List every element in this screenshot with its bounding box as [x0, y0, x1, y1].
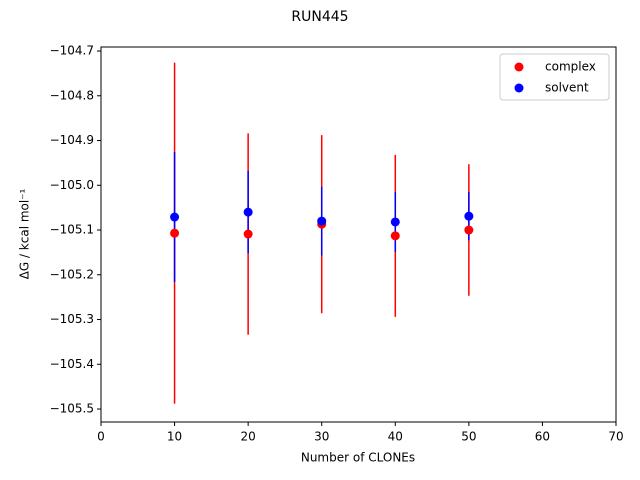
y-tick-label: −104.7: [50, 44, 94, 58]
x-axis-label: Number of CLONEs: [301, 451, 415, 465]
y-tick-label: −104.8: [50, 88, 94, 102]
x-tick-label: 30: [314, 430, 329, 444]
plot-frame: [100, 46, 617, 423]
y-tick-label: −105.1: [50, 223, 94, 237]
point: [170, 228, 180, 238]
y-axis-label: ΔG / kcal mol⁻¹: [18, 188, 32, 279]
y-tick-label: −105.4: [50, 357, 94, 371]
point: [464, 225, 474, 235]
point: [170, 212, 180, 222]
y-tick-label: −105.5: [50, 402, 94, 416]
y-tick-label: −105.3: [50, 312, 94, 326]
x-tick-label: 70: [608, 430, 623, 444]
legend-box: [499, 53, 610, 101]
legend-label: complex: [545, 60, 596, 74]
legend-marker: [514, 83, 524, 93]
x-tick-label: 10: [167, 430, 182, 444]
chart-title: RUN445: [291, 9, 348, 25]
legend-label: solvent: [545, 81, 589, 95]
point: [317, 216, 327, 226]
x-tick-label: 50: [461, 430, 476, 444]
y-tick-label: −105.0: [50, 178, 94, 192]
point: [390, 217, 400, 227]
x-tick-label: 0: [97, 430, 105, 444]
y-tick-label: −104.9: [50, 133, 94, 147]
point: [390, 231, 400, 241]
point: [464, 211, 474, 221]
point: [243, 207, 253, 217]
legend-marker: [514, 62, 524, 72]
y-tick-label: −105.2: [50, 267, 94, 281]
x-tick-label: 60: [535, 430, 550, 444]
point: [243, 229, 253, 239]
x-tick-label: 20: [241, 430, 256, 444]
x-tick-label: 40: [388, 430, 403, 444]
